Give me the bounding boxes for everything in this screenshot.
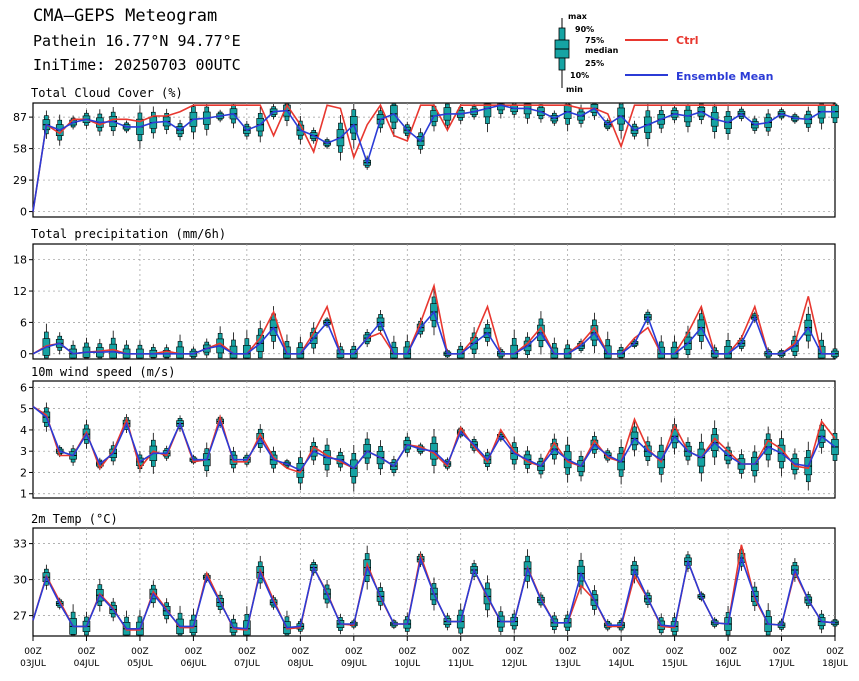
y-tick-label: 33 (13, 538, 27, 551)
mean-series-line (32, 554, 836, 630)
legend-box-outer (558, 27, 566, 41)
panel-title: 10m wind speed (m/s) (31, 365, 176, 379)
x-tick-hour: 00Z (826, 647, 844, 657)
y-tick-label: 6 (20, 381, 27, 394)
x-tick-date: 15JUL (662, 659, 688, 669)
y-tick-label: 1 (20, 488, 27, 501)
x-tick-date: 09JUL (341, 659, 367, 669)
box-iqr (497, 103, 505, 111)
panel-0: Total Cloud Cover (%) 0 29 58 87 (13, 86, 839, 219)
init-time-label: IniTime: 20250703 00UTC (33, 56, 241, 74)
legend-mean-label: Ensemble Mean (676, 70, 773, 83)
panel-frame (32, 527, 836, 637)
x-tick-hour: 00Z (505, 647, 523, 657)
x-tick-date: 05JUL (127, 659, 153, 669)
panel-title: Total precipitation (mm/6h) (31, 227, 226, 241)
x-tick-date: 03JUL (20, 659, 46, 669)
y-tick-label: 87 (13, 111, 27, 124)
x-tick-date: 04JUL (74, 659, 100, 669)
panel-title: Total Cloud Cover (%) (31, 86, 183, 100)
legend-p10: 10% (570, 71, 589, 80)
panel-frame (32, 243, 836, 360)
y-tick-label: 4 (20, 424, 27, 437)
x-tick-hour: 00Z (292, 647, 310, 657)
x-tick-date: 06JUL (181, 659, 207, 669)
x-tick-date: 18JUL (822, 659, 848, 669)
x-tick-date: 08JUL (287, 659, 313, 669)
y-tick-label: 2 (20, 466, 27, 479)
y-tick-label: 6 (20, 316, 27, 329)
x-tick-date: 16JUL (715, 659, 741, 669)
x-tick-date: 11JUL (448, 659, 474, 669)
legend-p25: 25% (585, 59, 604, 68)
y-tick-label: 0 (20, 348, 27, 361)
x-tick-hour: 00Z (666, 647, 684, 657)
x-tick-hour: 00Z (719, 647, 737, 657)
y-tick-label: 30 (13, 574, 27, 587)
y-tick-label: 3 (20, 445, 27, 458)
panel-2: 10m wind speed (m/s) 1 2 3 4 5 6 (20, 365, 839, 501)
location-label: Pathein 16.77°N 94.77°E (33, 32, 241, 50)
y-tick-label: 12 (13, 285, 27, 298)
x-tick-hour: 00Z (773, 647, 791, 657)
x-tick-hour: 00Z (24, 647, 42, 657)
ctrl-series-line (32, 103, 835, 212)
y-tick-label: 5 (20, 403, 27, 416)
box-iqr (483, 103, 492, 118)
y-tick-label: 18 (13, 254, 27, 267)
y-tick-label: 58 (13, 143, 27, 156)
y-tick-label: 0 (20, 206, 27, 219)
x-tick-hour: 00Z (238, 647, 256, 657)
page-title: CMA—GEPS Meteogram (33, 6, 218, 26)
x-tick-hour: 00Z (131, 647, 149, 657)
x-tick-date: 13JUL (555, 659, 581, 669)
x-tick-hour: 00Z (612, 647, 630, 657)
legend-ctrl-label: Ctrl (676, 34, 699, 47)
panel-3: 2m Temp (°C) 27 30 33 (13, 512, 839, 637)
box-iqr (724, 346, 732, 359)
x-tick-date: 17JUL (769, 659, 795, 669)
legend-box-lower (558, 57, 566, 71)
legend-min: min (566, 85, 583, 94)
x-tick-hour: 00Z (185, 647, 203, 657)
legend-median-label: median (585, 46, 619, 55)
legend-p75: 75% (585, 36, 604, 45)
x-tick-hour: 00Z (398, 647, 416, 657)
x-tick-hour: 00Z (345, 647, 363, 657)
ctrl-series-line (32, 282, 835, 355)
panel-1: Total precipitation (mm/6h) 0 6 12 18 (13, 227, 839, 361)
mean-series-line (32, 405, 836, 472)
y-tick-label: 29 (13, 174, 27, 187)
x-tick-date: 07JUL (234, 659, 260, 669)
panel-title: 2m Temp (°C) (31, 512, 118, 526)
mean-series-line (32, 104, 835, 212)
x-tick-date: 12JUL (501, 659, 527, 669)
x-tick-hour: 00Z (78, 647, 96, 657)
y-tick-label: 27 (13, 610, 27, 623)
panel-frame (32, 102, 836, 218)
x-tick-hour: 00Z (559, 647, 577, 657)
legend: max 90% 75% median 25% 10% min Ctrl Ense… (554, 12, 773, 94)
x-tick-date: 10JUL (394, 659, 420, 669)
x-tick-hour: 00Z (452, 647, 470, 657)
box-iqr (603, 345, 612, 359)
x-tick-date: 14JUL (608, 659, 634, 669)
box-iqr (176, 346, 184, 359)
mean-series-line (32, 310, 835, 355)
legend-max: max (568, 12, 588, 21)
legend-p90: 90% (575, 25, 594, 34)
